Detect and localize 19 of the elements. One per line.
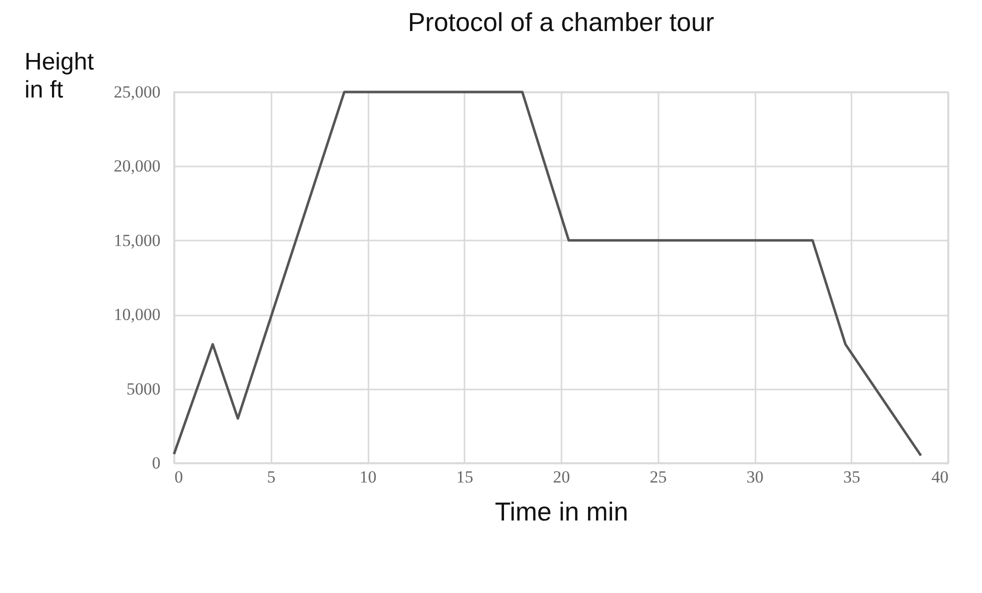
x-tick-label: 25 xyxy=(650,468,667,486)
x-tick-label: 0 xyxy=(174,468,183,486)
x-tick-label: 30 xyxy=(746,468,764,486)
y-tick-label: 15,000 xyxy=(114,230,160,250)
y-tick-label: 25,000 xyxy=(114,82,160,102)
chart-title: Protocol of a chamber tour xyxy=(408,7,715,37)
x-tick-label: 10 xyxy=(360,468,376,486)
y-tick-label: 5000 xyxy=(126,379,160,398)
y-tick-label: 20,000 xyxy=(114,156,160,176)
y-axis-title: Height in ft xyxy=(24,48,94,104)
y-tick-label: 10,000 xyxy=(114,305,160,324)
y-tick-label: 0 xyxy=(152,454,160,472)
x-tick-label: 40 xyxy=(932,468,948,486)
x-tick-label: 20 xyxy=(553,468,570,486)
x-tick-label: 35 xyxy=(843,468,860,486)
line-series xyxy=(172,90,922,457)
x-tick-label: 5 xyxy=(267,468,276,486)
x-axis-title: Time in min xyxy=(494,496,628,526)
x-tick-label: 15 xyxy=(456,468,474,486)
